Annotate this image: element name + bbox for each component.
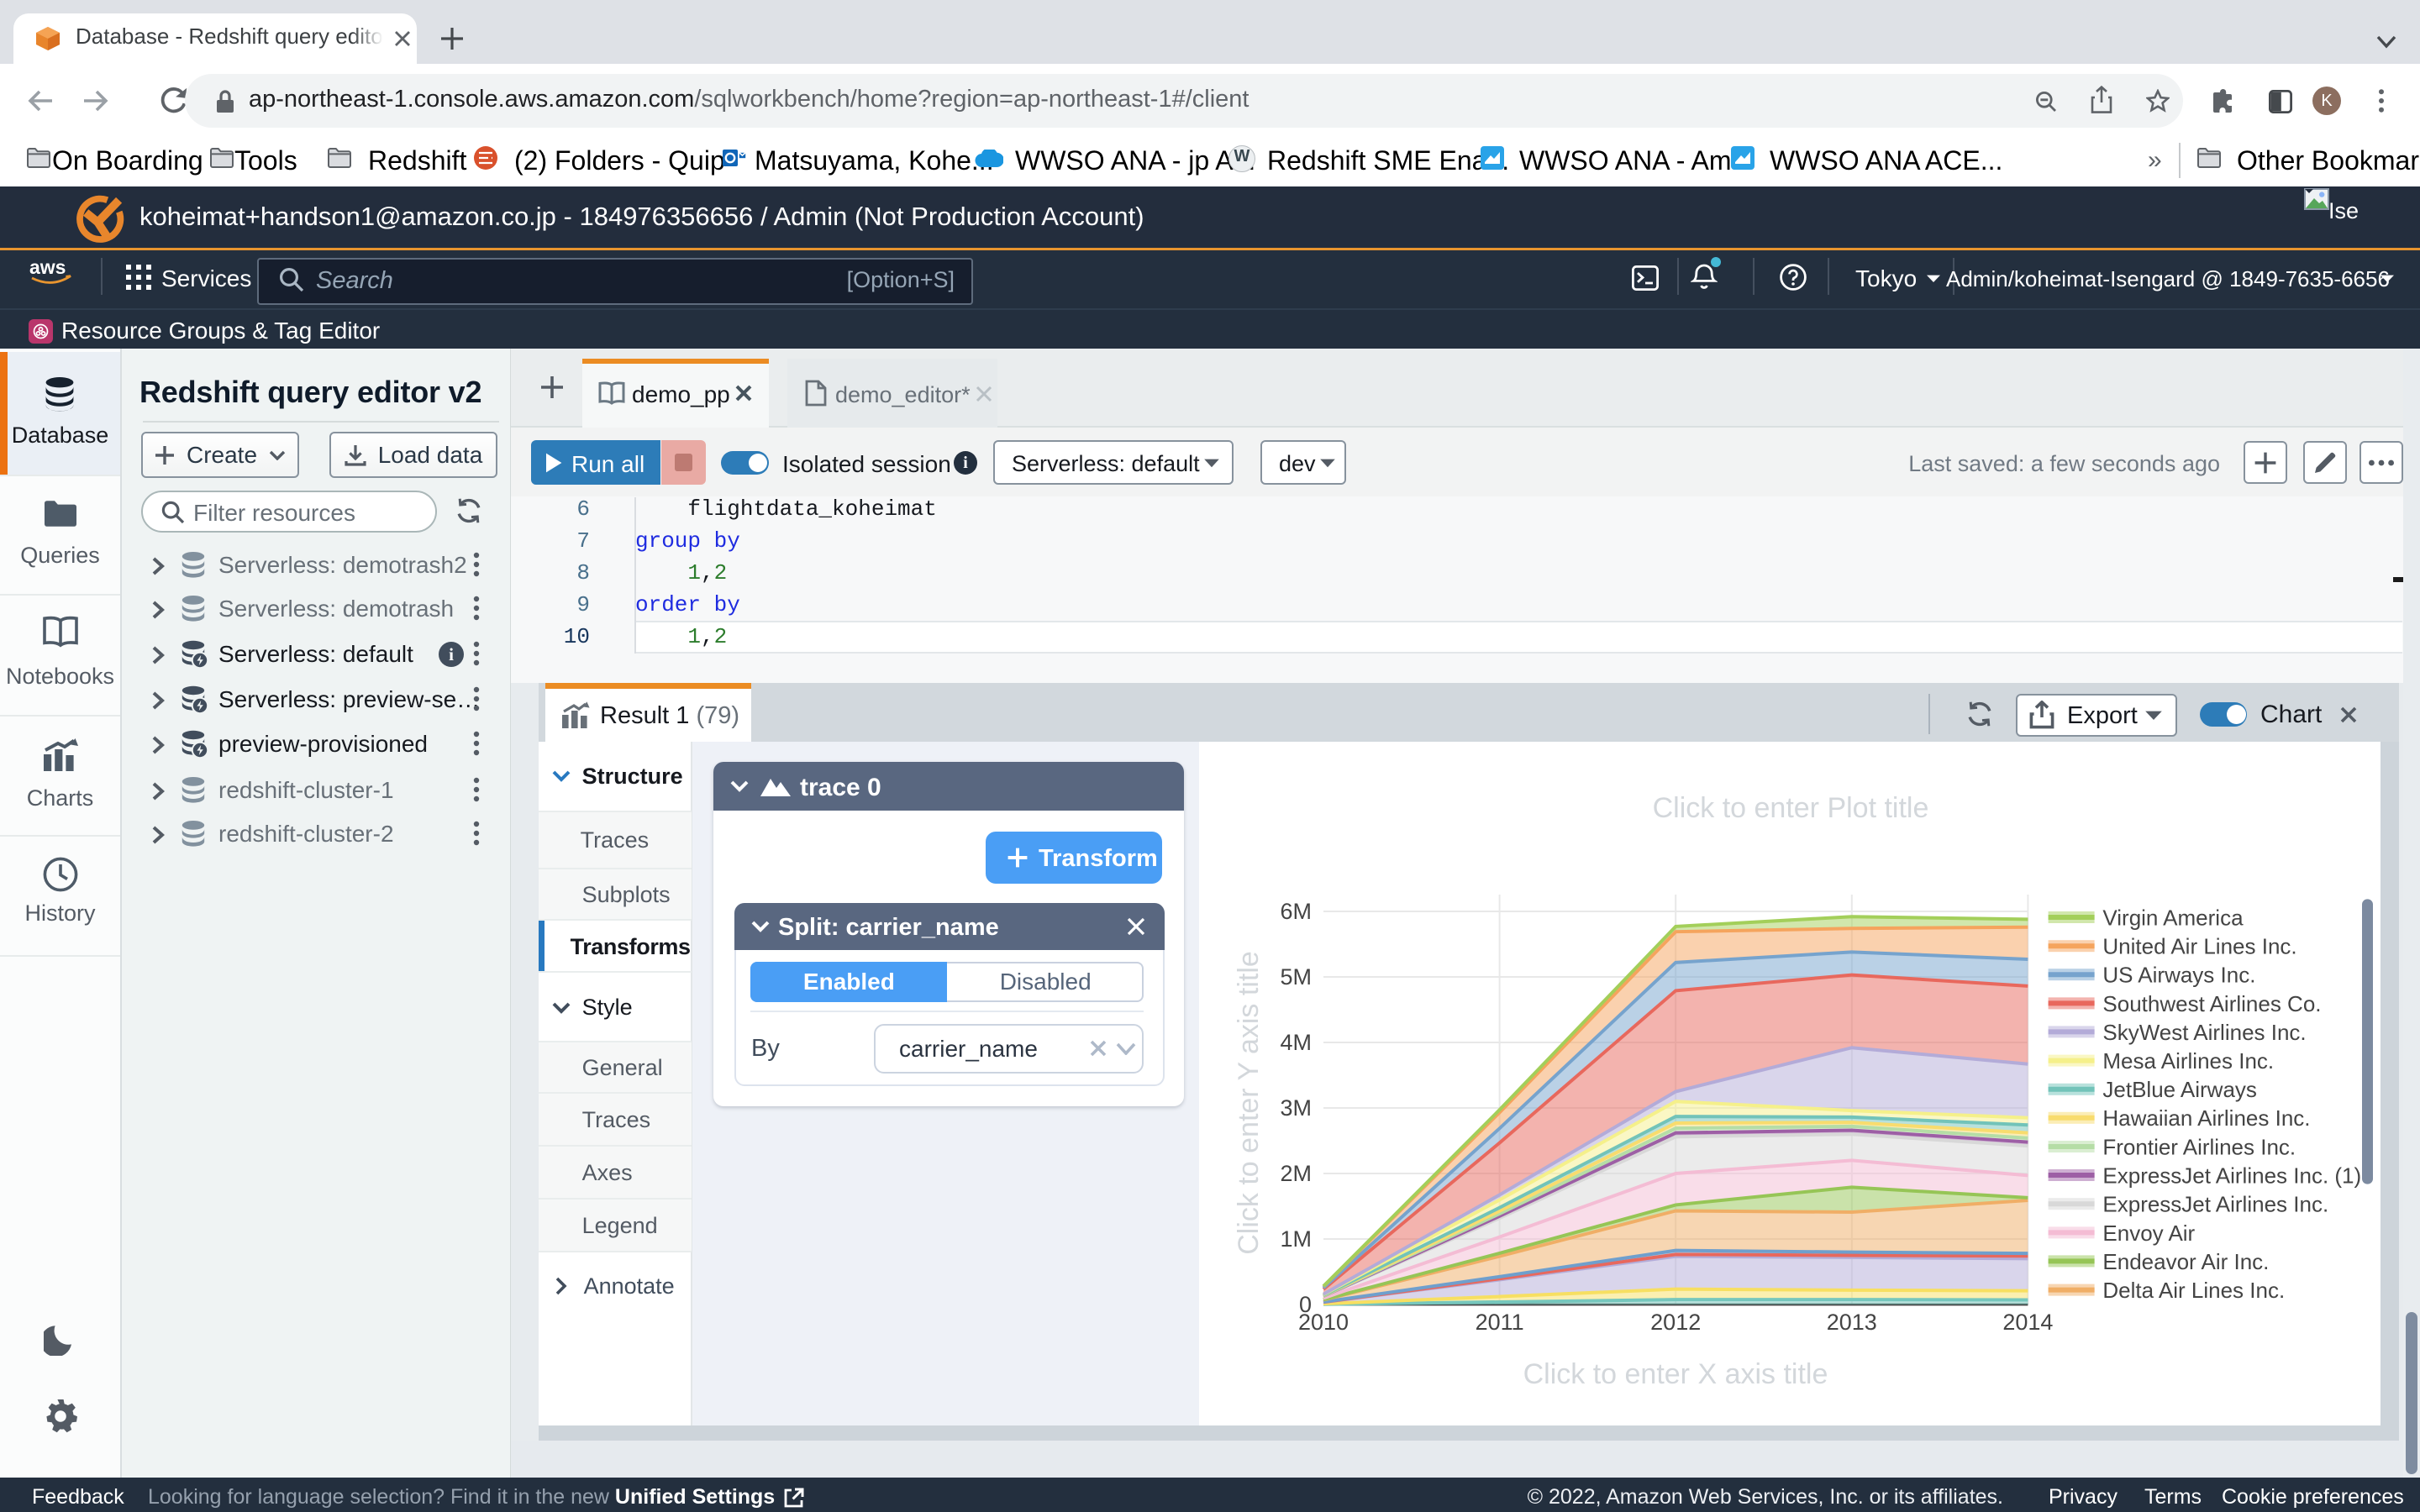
svg-text:2013: 2013 (1827, 1310, 1877, 1335)
svg-text:US Airways Inc.: US Airways Inc. (2102, 963, 2255, 988)
svg-text:ExpressJet Airlines Inc. (1): ExpressJet Airlines Inc. (1) (2102, 1163, 2361, 1188)
svg-text:1M: 1M (1280, 1226, 1312, 1252)
svg-text:4M: 4M (1280, 1030, 1312, 1055)
svg-text:5M: 5M (1280, 964, 1312, 990)
svg-text:3M: 3M (1280, 1095, 1312, 1121)
svg-text:Hawaiian Airlines Inc.: Hawaiian Airlines Inc. (2102, 1105, 2310, 1131)
svg-text:2014: 2014 (2002, 1310, 2053, 1335)
svg-text:SkyWest Airlines Inc.: SkyWest Airlines Inc. (2102, 1020, 2306, 1045)
svg-text:2M: 2M (1280, 1161, 1312, 1186)
svg-text:Envoy Air: Envoy Air (2102, 1221, 2195, 1246)
svg-text:Southwest Airlines Co.: Southwest Airlines Co. (2102, 991, 2321, 1016)
svg-text:Delta Air Lines Inc.: Delta Air Lines Inc. (2102, 1278, 2285, 1303)
svg-text:Frontier Airlines Inc.: Frontier Airlines Inc. (2102, 1134, 2296, 1159)
svg-text:Virgin America: Virgin America (2102, 905, 2244, 930)
svg-text:Click to enter X axis title: Click to enter X axis title (1523, 1358, 1828, 1390)
svg-text:aws: aws (29, 257, 66, 278)
svg-text:Click to enter Y axis title: Click to enter Y axis title (1233, 951, 1265, 1255)
svg-text:Endeavor Air Inc.: Endeavor Air Inc. (2102, 1249, 2269, 1274)
svg-text:2012: 2012 (1650, 1310, 1701, 1335)
svg-text:United Air Lines Inc.: United Air Lines Inc. (2102, 934, 2296, 959)
svg-text:JetBlue Airways: JetBlue Airways (2102, 1077, 2257, 1102)
svg-text:Click to enter Plot title: Click to enter Plot title (1653, 792, 1929, 824)
svg-text:Mesa Airlines Inc.: Mesa Airlines Inc. (2102, 1048, 2274, 1074)
svg-text:ExpressJet Airlines Inc.: ExpressJet Airlines Inc. (2102, 1192, 2328, 1217)
svg-text:6M: 6M (1280, 899, 1312, 924)
svg-text:2010: 2010 (1298, 1310, 1349, 1335)
svg-text:2011: 2011 (1476, 1310, 1524, 1335)
svg-text:0: 0 (1299, 1292, 1312, 1317)
